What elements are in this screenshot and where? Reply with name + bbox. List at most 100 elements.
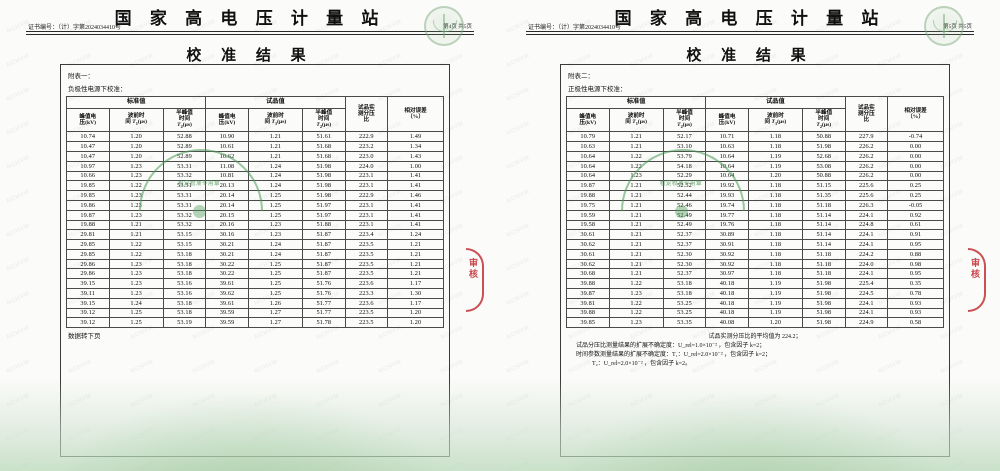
table-cell: 1.20	[387, 317, 444, 329]
table-cell: 1.20	[747, 170, 804, 182]
table-cell: 1.21	[608, 209, 664, 221]
table-cell: 1.21	[608, 258, 664, 270]
table-cell: 50.88	[802, 170, 846, 182]
table-cell: 19.85	[66, 180, 110, 192]
table-cell: 0.25	[887, 190, 944, 201]
table-row: 29.85 1.22 53.18 30.21 1.24 51.87 223.5 1.21	[66, 248, 444, 260]
table-cell: 11.08	[205, 160, 249, 172]
table-row: 30.62 1.21 52.30 30.92 1.18 51.18 224.0 0.98	[566, 258, 944, 270]
table-cell: 1.20	[387, 307, 444, 319]
table-cell: 51.98	[302, 170, 346, 182]
table-cell: 223.5	[344, 317, 389, 329]
table-cell: 223.5	[344, 239, 389, 250]
table-cell: 10.62	[205, 151, 249, 162]
header-sample-half-time-right: 半峰值 时间 T2(μs)	[802, 107, 846, 133]
table-cell: 19.59	[566, 209, 610, 221]
table-cell: 30.91	[705, 239, 749, 250]
table-cell: 40.18	[705, 287, 749, 299]
table-cell: 19.58	[566, 219, 610, 231]
table-cell: 223.1	[344, 209, 389, 221]
table-cell: 40.18	[705, 307, 749, 319]
table-cell: 1.21	[608, 141, 664, 153]
table-cell: 30.62	[566, 258, 610, 270]
table-cell: 225.6	[844, 190, 889, 201]
table-cell: 39.12	[66, 317, 110, 329]
table-cell: 39.15	[66, 278, 110, 289]
table-cell: 39.15	[66, 297, 110, 309]
table-cell: 1.25	[108, 307, 164, 319]
table-cell: 19.92	[705, 180, 749, 192]
footnotes-block: 试品实测分压比的平均值为 224.2； 试品分压比测量结果的扩展不确定度：U_r…	[566, 333, 944, 369]
table-cell: 52.88	[162, 131, 207, 143]
table-cell: 1.24	[247, 180, 304, 192]
table-row: 19.88 1.21 53.32 20.16 1.23 51.88 223.1 1.41	[66, 219, 444, 231]
table-row: 10.64 1.22 53.79 10.64 1.19 52.68 226.2 0.00	[566, 151, 944, 162]
table-cell: 10.61	[205, 141, 249, 153]
table-cell: 10.64	[705, 170, 749, 182]
table-cell: 224.1	[844, 239, 889, 250]
table-cell: 1.21	[608, 268, 664, 280]
table-cell: 30.97	[705, 268, 749, 280]
table-cell: 1.22	[608, 297, 664, 309]
group-header-standard: 标准值	[65, 96, 207, 109]
table-cell: 52.37	[662, 239, 707, 250]
round-green-seal-icon	[424, 6, 464, 46]
table-cell: 10.74	[66, 131, 110, 143]
table-cell: 223.0	[344, 151, 389, 162]
calibration-table-right: 标准值 试品值 试品实 测分压比 相对误差 （%） 峰值电 压(kV) 波前时间 T1…	[565, 95, 944, 329]
table-cell: 0.00	[887, 151, 944, 162]
table-cell: 29.86	[66, 258, 110, 270]
table-cell: 1.18	[747, 229, 804, 241]
table-cell: 53.31	[162, 199, 207, 211]
table-cell: 223.1	[344, 219, 389, 231]
table-cell: 1.23	[608, 170, 664, 182]
table-cell: 19.74	[705, 199, 749, 211]
table-cell: 30.22	[205, 268, 249, 280]
page-title: 国 家 高 电 压 计 量 站	[114, 9, 386, 28]
table-cell: 224.1	[844, 209, 889, 221]
table-cell: 1.23	[108, 170, 164, 182]
table-cell: 1.18	[747, 131, 804, 143]
table-cell: 1.21	[608, 131, 664, 143]
table-cell: 1.18	[747, 141, 804, 153]
table-cell: 227.9	[844, 131, 889, 143]
table-cell: 1.00	[387, 160, 444, 172]
table-cell: 1.21	[247, 151, 304, 162]
table-cell: 1.25	[247, 199, 304, 211]
table-cell: 1.19	[747, 160, 804, 172]
table-cell: 1.24	[387, 229, 444, 241]
table-cell: 10.63	[566, 141, 610, 153]
page-content-right: 国 家 高 电 压 计 量 站 证书编号：（计）字第2024034410号 第5…	[500, 0, 1000, 471]
table-cell: 19.77	[705, 209, 749, 221]
table-cell: 1.18	[747, 180, 804, 192]
table-cell: 1.21	[108, 219, 164, 231]
table-cell: 51.35	[802, 190, 846, 201]
table-cell: 1.22	[108, 248, 164, 260]
header-std-peak-voltage-right: 峰值电 压(kV)	[566, 107, 610, 133]
table-cell: 1.18	[747, 199, 804, 211]
table-cell: 0.58	[887, 317, 944, 329]
table-cell: 51.68	[302, 151, 346, 162]
table-cell: 223.2	[344, 141, 389, 153]
table-row: 10.79 1.21 52.17 10.71 1.18 50.88 227.9 -0.74	[566, 131, 944, 143]
table-cell: 1.22	[108, 180, 164, 192]
table-cell: 52.68	[802, 151, 846, 162]
table-cell: 1.23	[108, 199, 164, 211]
table-cell: 226.2	[844, 160, 889, 172]
table-cell: 0.95	[887, 239, 944, 250]
table-row: 29.86 1.23 53.18 30.22 1.25 51.87 223.5 1.21	[66, 258, 444, 270]
table-cell: 39.85	[566, 317, 610, 329]
table-cell: 52.37	[662, 268, 707, 280]
table-cell: 1.26	[247, 297, 304, 309]
table-row: 19.58 1.21 52.49 19.76 1.18 51.14 224.8 0.61	[566, 219, 944, 231]
table-cell: 223.5	[344, 268, 389, 280]
table-cell: 10.79	[566, 131, 610, 143]
group-header-sample: 试品值	[205, 96, 346, 109]
table-cell: 1.41	[387, 180, 444, 192]
table-cell: 1.23	[108, 258, 164, 270]
table-cell: 53.18	[162, 268, 207, 280]
table-cell: 10.90	[205, 131, 249, 143]
table-cell: 52.29	[662, 170, 707, 182]
table-cell: 51.77	[302, 307, 346, 319]
table-cell: 1.22	[608, 278, 664, 289]
